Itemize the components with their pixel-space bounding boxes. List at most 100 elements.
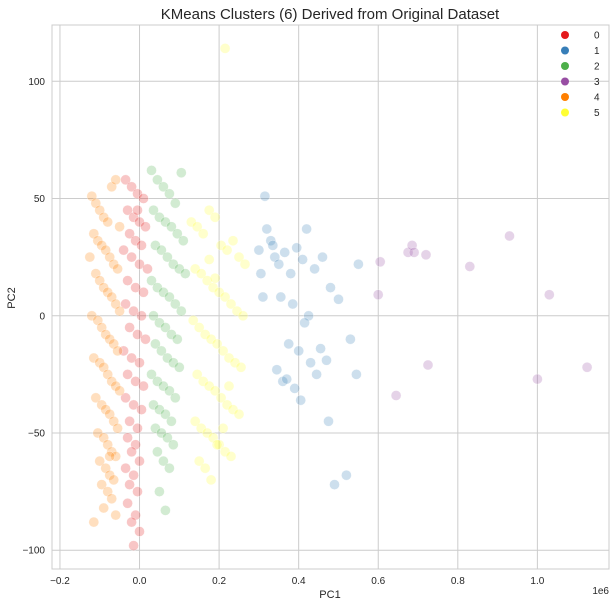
data-point (108, 416, 119, 427)
data-point (255, 268, 267, 279)
data-point (106, 291, 117, 303)
data-point (329, 479, 340, 490)
data-point (118, 244, 129, 256)
data-point (130, 282, 141, 293)
data-point (168, 439, 179, 450)
data-point (353, 258, 364, 270)
legend-item-4: 4 (561, 93, 600, 104)
legend-marker (561, 108, 569, 117)
data-point (134, 455, 145, 467)
data-point (408, 247, 420, 258)
data-point (187, 315, 199, 326)
data-point (138, 193, 149, 204)
data-point (279, 247, 290, 258)
data-point (267, 240, 279, 251)
data-point (317, 251, 328, 263)
data-point (259, 190, 271, 202)
data-point (164, 462, 175, 474)
data-point (217, 423, 229, 434)
data-point (160, 408, 171, 420)
data-point (152, 174, 163, 186)
data-point (172, 228, 183, 239)
data-point (134, 357, 145, 368)
data-point (283, 338, 294, 350)
data-point (120, 462, 131, 474)
data-point (293, 345, 304, 357)
data-point (193, 455, 205, 467)
data-point (120, 392, 131, 404)
data-point (532, 373, 543, 385)
data-point (148, 310, 159, 322)
data-points (84, 43, 593, 551)
data-point (406, 240, 418, 251)
data-point (321, 355, 332, 366)
data-point (126, 446, 137, 458)
data-point (126, 516, 137, 528)
data-point (164, 291, 175, 303)
data-point (124, 416, 135, 427)
data-point (136, 310, 147, 322)
data-point (219, 446, 231, 458)
data-point (162, 251, 173, 263)
data-point (122, 275, 133, 286)
data-point (271, 364, 283, 375)
y-tick-label: −50 (28, 429, 45, 440)
data-point (140, 221, 151, 232)
data-point (325, 282, 336, 293)
y-axis-label: PC2 (6, 287, 18, 308)
data-point (287, 298, 298, 310)
data-point (134, 526, 145, 537)
legend-marker (561, 77, 569, 86)
data-point (124, 322, 135, 333)
data-point (112, 263, 123, 275)
data-point (94, 455, 105, 467)
data-point (309, 263, 320, 275)
data-point (176, 167, 187, 178)
legend-item-0: 0 (561, 31, 600, 42)
data-point (301, 223, 312, 235)
x-tick-label: −0.2 (50, 576, 70, 587)
data-point (333, 294, 344, 305)
data-point (108, 474, 119, 486)
data-point (215, 392, 227, 404)
data-point (100, 404, 111, 415)
data-point (323, 416, 334, 427)
data-point (221, 244, 233, 256)
data-point (128, 540, 139, 551)
data-point (134, 258, 145, 270)
data-point (217, 345, 229, 357)
data-point (261, 223, 273, 235)
data-point (148, 204, 159, 216)
data-point (98, 432, 109, 443)
data-point (118, 345, 129, 357)
legend-marker (561, 62, 569, 70)
data-point (122, 432, 133, 443)
data-point (128, 305, 139, 317)
data-point (96, 322, 107, 333)
data-point (102, 369, 113, 380)
x-axis-label: PC1 (319, 589, 340, 601)
data-point (164, 385, 175, 397)
data-point (90, 268, 102, 279)
data-point (174, 362, 185, 373)
data-point (104, 451, 115, 462)
data-point (227, 404, 239, 415)
data-point (86, 310, 98, 322)
data-point (112, 345, 123, 357)
data-point (305, 357, 316, 368)
data-point (108, 338, 119, 350)
gridlines (52, 25, 609, 569)
data-point (295, 394, 306, 406)
data-point (154, 486, 165, 497)
data-point (122, 498, 133, 509)
data-point (94, 275, 105, 286)
data-point (100, 244, 111, 256)
data-point (229, 357, 241, 368)
data-point (114, 305, 125, 317)
data-point (132, 329, 143, 340)
data-point (195, 268, 207, 279)
legend-item-1: 1 (561, 46, 600, 57)
data-point (289, 383, 300, 394)
data-point (146, 369, 157, 380)
